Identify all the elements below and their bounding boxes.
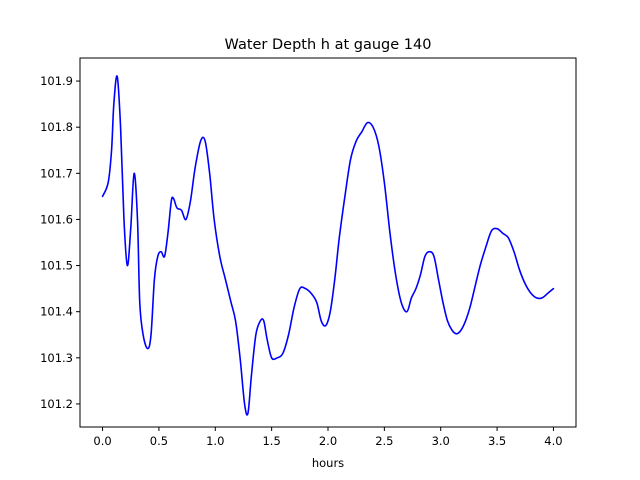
x-axis-label: hours	[312, 456, 344, 470]
x-tick-label: 2.0	[319, 434, 337, 448]
x-tick-label: 0.0	[93, 434, 111, 448]
y-axis: 101.2 101.3 101.4 101.5 101.6 101.7 101.8 101.9	[40, 74, 80, 411]
y-tick-label: 101.2	[40, 397, 73, 411]
x-tick-label: 1.5	[262, 434, 280, 448]
x-axis: 0.0 0.5 1.0 1.5 2.0 2.5 3.0 3.5 4.0	[93, 427, 563, 448]
y-tick-label: 101.6	[40, 212, 73, 226]
series-layer	[101, 75, 555, 416]
x-tick-label: 4.0	[544, 434, 562, 448]
x-tick-label: 2.5	[375, 434, 393, 448]
plot-area	[80, 58, 576, 427]
x-tick-label: 1.0	[206, 434, 224, 448]
y-tick-label: 101.5	[40, 259, 73, 273]
x-tick-label: 3.0	[432, 434, 450, 448]
y-tick-label: 101.7	[40, 166, 73, 180]
series-line	[101, 75, 555, 416]
y-tick-label: 101.9	[40, 74, 73, 88]
x-tick-label: 0.5	[150, 434, 168, 448]
x-tick-label: 3.5	[488, 434, 506, 448]
y-tick-label: 101.8	[40, 120, 73, 134]
y-tick-label: 101.4	[40, 305, 73, 319]
y-tick-label: 101.3	[40, 351, 73, 365]
chart-title: Water Depth h at gauge 140	[225, 37, 432, 53]
